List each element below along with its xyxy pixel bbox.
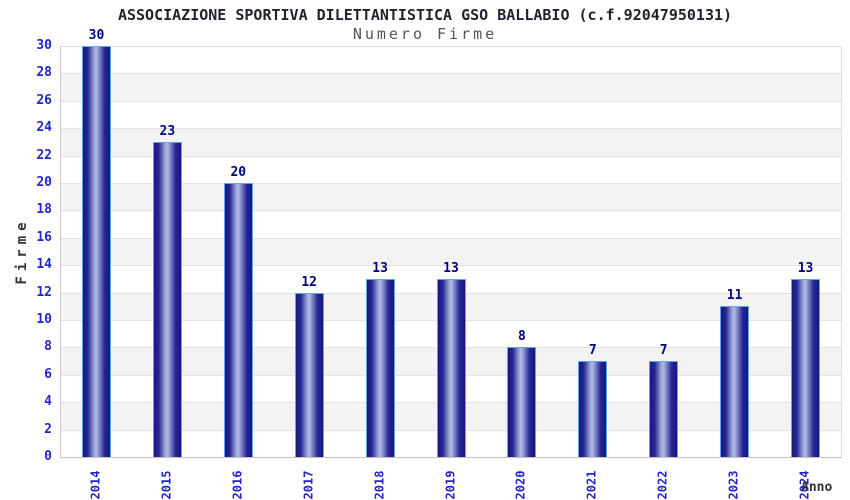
y-tick-label: 4: [44, 394, 52, 410]
x-axis-title: Anno: [801, 480, 833, 495]
grid-band: [61, 128, 841, 156]
bar-2021: [578, 361, 608, 457]
grid-band: [61, 210, 841, 238]
chart-subtitle: Numero Firme: [352, 25, 498, 43]
bar-2014: [81, 46, 111, 457]
chart-title: ASSOCIAZIONE SPORTIVA DILETTANTISTICA GS…: [117, 6, 733, 24]
grid-band: [61, 46, 841, 74]
y-tick-label: 30: [36, 38, 52, 53]
bar-value-label: 7: [659, 343, 668, 359]
x-tick-label-2022: 2022: [655, 470, 670, 500]
y-tick-label: 26: [36, 92, 52, 108]
bar-value-label: 7: [588, 343, 597, 359]
y-tick-label: 8: [44, 339, 52, 355]
grid-band: [61, 73, 841, 101]
grid-band: [61, 183, 841, 211]
bar-value-label: 11: [726, 288, 743, 304]
bar-2023: [720, 306, 750, 457]
y-tick-label: 12: [36, 284, 52, 300]
bar-2024: [791, 278, 821, 457]
y-tick-label: 2: [44, 421, 52, 437]
bar-value-label: 30: [88, 28, 105, 43]
bar-2018: [365, 278, 395, 457]
x-tick-label-2017: 2017: [301, 470, 316, 500]
bar-2019: [436, 278, 466, 457]
x-tick-label-2016: 2016: [230, 470, 245, 500]
bar-2020: [507, 347, 537, 457]
x-tick-label-2014: 2014: [88, 470, 103, 500]
bar-2017: [294, 292, 324, 457]
bar-value-label: 23: [159, 123, 176, 139]
grid-band: [61, 237, 841, 266]
y-tick-label: 10: [36, 312, 52, 327]
plot-area: 30 23 20 12 13 13 8 7 7 11 13: [60, 28, 842, 458]
bar-value-label: 20: [230, 165, 247, 180]
bar-value-label: 12: [301, 274, 317, 290]
y-tick-label: 14: [36, 257, 52, 273]
grid-band: [61, 100, 841, 129]
x-tick-label-2020: 2020: [513, 470, 528, 500]
x-tick-label-2023: 2023: [726, 470, 741, 500]
y-tick-label: 24: [36, 120, 52, 136]
bar-2022: [649, 361, 679, 457]
bar-value-label: 13: [372, 260, 388, 276]
y-tick-label: 20: [36, 175, 52, 190]
bar-2016: [223, 183, 253, 457]
x-tick-label-2015: 2015: [159, 470, 174, 500]
bar-2015: [152, 141, 182, 457]
x-tick-label-2021: 2021: [584, 470, 599, 500]
bar-value-label: 13: [797, 260, 814, 276]
y-tick-label: 28: [36, 65, 52, 81]
y-tick-label: 6: [44, 366, 52, 382]
x-tick-label-2018: 2018: [372, 470, 387, 500]
y-tick-label: 22: [36, 147, 52, 163]
x-tick-label-2019: 2019: [443, 470, 457, 500]
bar-value-label: 8: [517, 329, 526, 345]
y-tick-label: 0: [44, 449, 52, 464]
y-tick-label: 16: [36, 229, 52, 245]
grid-band: [61, 155, 841, 183]
y-axis-title: Firme: [14, 217, 30, 285]
bar-value-label: 13: [443, 260, 459, 276]
y-tick-label: 18: [36, 202, 52, 218]
